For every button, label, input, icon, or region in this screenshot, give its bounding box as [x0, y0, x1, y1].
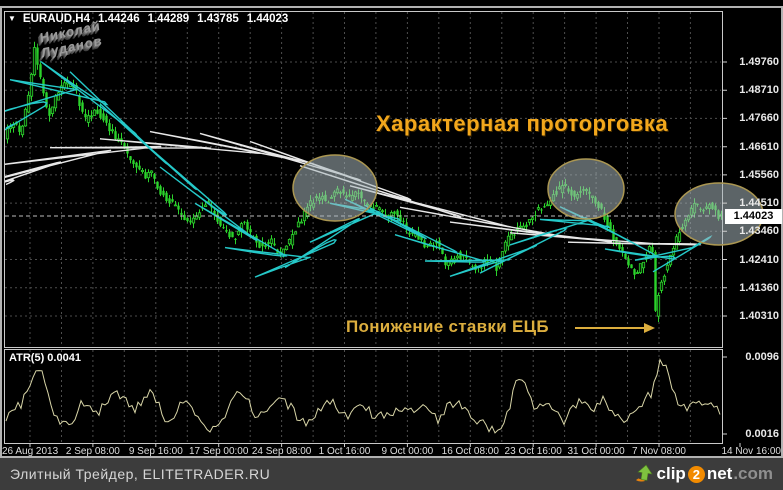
- price-axis-label: 1.46610: [739, 140, 779, 153]
- price-axis-label: 1.44510: [739, 197, 779, 210]
- time-axis-label: 31 Oct 00:00: [567, 446, 625, 457]
- price-axis-label: 1.45560: [739, 168, 779, 181]
- footer-bar: Элитный Трейдер, ELITETRADER.RU clip 2 n…: [0, 458, 783, 490]
- time-axis-label: 1 Oct 16:00: [318, 446, 371, 457]
- current-price-tag: 1.44023: [725, 209, 782, 224]
- annotation-ecb-rate-cut: Понижение ставки ЕЦБ: [346, 317, 549, 336]
- atr-axis-label: 0.0096: [745, 351, 779, 363]
- time-axis-label: 2 Sep 08:00: [65, 446, 120, 457]
- price-high: 1.44289: [147, 13, 190, 25]
- price-axis-label: 1.40310: [739, 309, 779, 322]
- time-axis-label: 9 Sep 16:00: [128, 446, 183, 457]
- time-axis-label: 23 Oct 16:00: [504, 446, 562, 457]
- time-axis-label: 26 Aug 2013: [2, 446, 59, 457]
- price-low: 1.43785: [197, 13, 239, 25]
- logo-clip: clip: [656, 464, 686, 483]
- price-axis-label: 1.49760: [739, 56, 779, 68]
- atr-axis-label: 0.0016: [745, 428, 779, 440]
- clip2net-arrow-icon: [635, 464, 653, 482]
- chart-title-bar: ▼ EURAUD,H4 1.44246 1.44289 1.43785 1.44…: [8, 13, 288, 25]
- atr-indicator-label: ATR(5) 0.0041: [9, 352, 81, 364]
- time-axis-label: 7 Nov 08:00: [632, 446, 686, 457]
- time-axis-label: 24 Sep 08:00: [251, 446, 312, 457]
- price-axis-label: 1.48710: [739, 84, 779, 97]
- price-open: 1.44246: [98, 13, 140, 25]
- price-axis-label: 1.43460: [739, 225, 779, 238]
- time-axis-label: 14 Nov 16:00: [721, 446, 782, 457]
- logo-two-badge: 2: [687, 465, 705, 483]
- time-axis-label: 16 Oct 08:00: [441, 446, 499, 457]
- logo-tld: .com: [733, 464, 773, 483]
- site-credit: Элитный Трейдер, ELITETRADER.RU: [10, 466, 271, 482]
- price-axis-label: 1.42410: [739, 253, 779, 266]
- time-axis-label: 9 Oct 00:00: [381, 446, 434, 457]
- price-axis-label: 1.41360: [739, 281, 779, 294]
- chart-dropdown-icon[interactable]: ▼: [8, 13, 16, 23]
- annotation-heading: Характерная проторговка: [376, 111, 669, 136]
- time-axis-label: 17 Sep 00:00: [188, 446, 249, 457]
- symbol-period-label: EURAUD,H4: [22, 13, 91, 25]
- price-axis-label: 1.47660: [739, 112, 779, 125]
- price-close: 1.44023: [246, 13, 289, 25]
- clip2net-logo[interactable]: clip 2 net .com: [634, 464, 773, 484]
- logo-net: net: [706, 464, 733, 483]
